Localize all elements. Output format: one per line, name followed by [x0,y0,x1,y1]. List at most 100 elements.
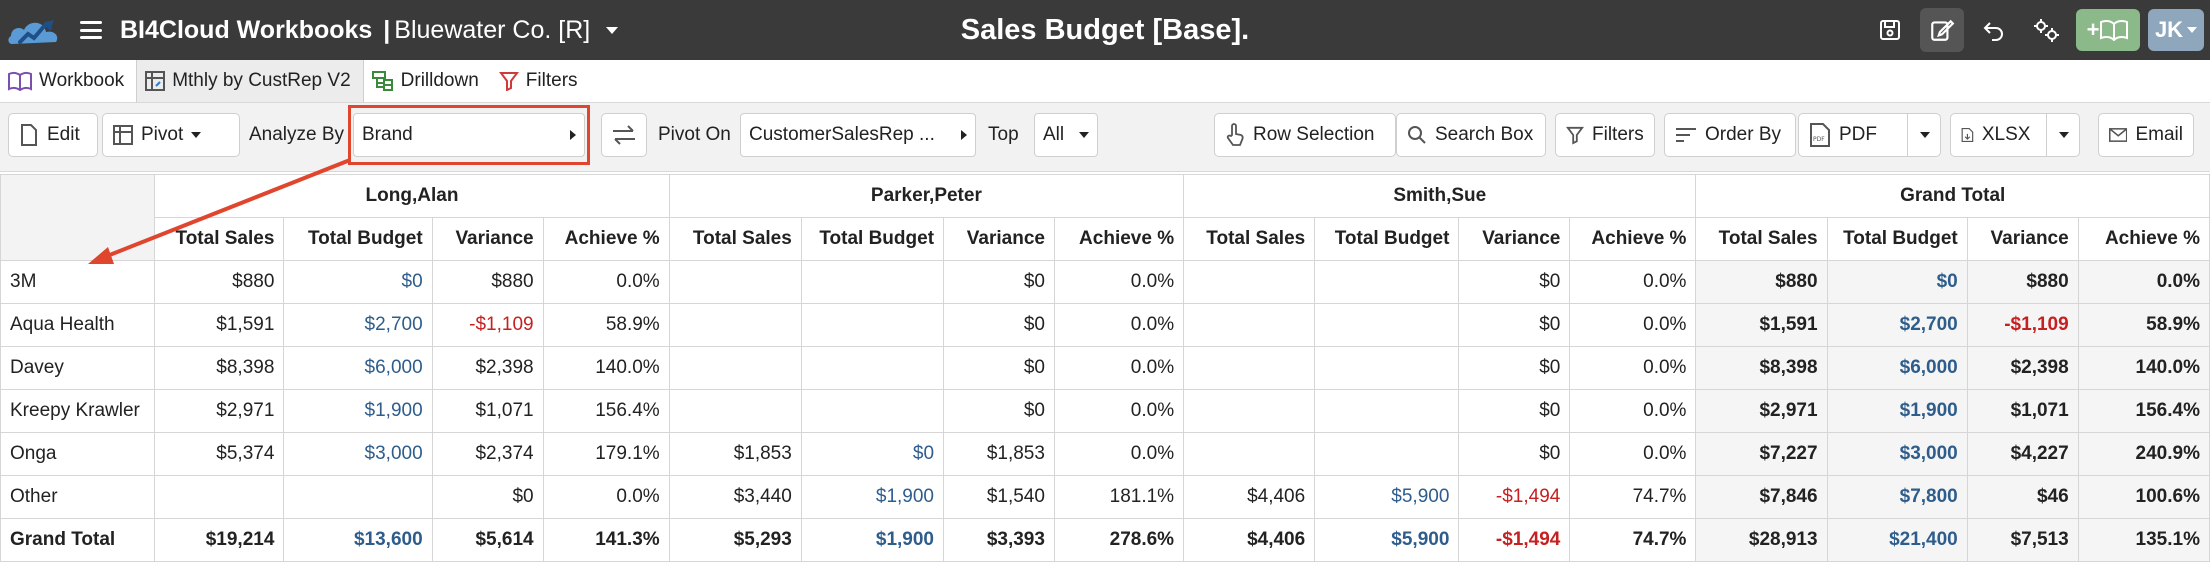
email-button[interactable]: Email [2098,113,2194,157]
column-header-total-sales[interactable]: Total Sales [668,217,802,261]
pivot-button[interactable]: Pivot [102,113,240,157]
app-title: BI4Cloud Workbooks | Bluewater Co. [R] [120,16,590,45]
table-cell [668,260,802,304]
row-selection-label: Row Selection [1253,124,1375,145]
tab-filters[interactable]: Filters [491,60,590,102]
column-header-total-budget[interactable]: Total Budget [800,217,945,261]
row-label[interactable]: Aqua Health [0,303,156,347]
column-header-total-sales[interactable]: Total Sales [1183,217,1316,261]
analyze-by-label: Analyze By [249,124,345,145]
pivot-on-label: Pivot On [658,124,731,145]
analyze-by-select[interactable]: Brand [353,113,585,157]
group-header-long-alan[interactable]: Long,Alan [154,174,670,218]
hamburger-menu-icon[interactable] [80,21,102,39]
swap-pivot-button[interactable] [601,113,647,157]
user-initials: JK [2154,17,2184,42]
table-cell: $13,600 [283,518,433,562]
table-row[interactable]: 3M $880 $0 $880 0.0% $0 0.0% $0 0.0% $880 $0 $880 0.… [0,260,2210,304]
row-label[interactable]: Grand Total [0,518,156,562]
tab-mthly-by-custrep[interactable]: Mthly by CustRep V2 [136,60,364,102]
group-header-grand-total[interactable]: Grand Total [1695,174,2210,218]
table-row[interactable]: Davey $8,398 $6,000 $2,398 140.0% $0 0.0% $0 0.0… [0,346,2210,390]
table-cell: $2,700 [283,303,433,347]
filters-button[interactable]: Filters [1555,113,1655,157]
pdf-export-button[interactable]: PDF PDF [1798,113,1941,157]
table-cell: -$1,494 [1458,475,1571,519]
column-header-variance[interactable]: Variance [1458,217,1571,261]
row-label[interactable]: Kreepy Krawler [0,389,156,433]
column-header-total-budget[interactable]: Total Budget [1314,217,1460,261]
column-header-total-budget[interactable]: Total Budget [1826,217,1968,261]
table-cell: $0 [1458,389,1571,433]
table-cell [283,475,433,519]
table-cell: -$1,494 [1458,518,1571,562]
table-row[interactable]: Onga $5,374 $3,000 $2,374 179.1% $1,853 $0 $1,8… [0,432,2210,476]
undo-icon[interactable] [1972,8,2016,52]
save-icon[interactable] [1868,8,1912,52]
cloud-logo-icon[interactable] [6,8,66,52]
order-by-button[interactable]: Order By [1664,113,1796,157]
row-selection-button[interactable]: Row Selection [1214,113,1396,157]
top-select[interactable]: All [1034,113,1098,157]
table-row[interactable]: Grand Total $19,214 $13,600 $5,614 141.3% $5,… [0,518,2210,562]
column-header-achieve[interactable]: Achieve % [1053,217,1185,261]
row-label[interactable]: 3M [0,260,156,304]
table-row[interactable]: Other $0 0.0% $3,440 $1,900 $1,540 181.1% $4,40… [0,475,2210,519]
table-cell: 74.7% [1569,475,1697,519]
row-label[interactable]: Other [0,475,156,519]
company-dropdown-caret-icon[interactable] [606,26,619,34]
edit-button[interactable]: Edit [8,113,98,157]
column-header-achieve[interactable]: Achieve % [542,217,670,261]
column-header-variance[interactable]: Variance [1966,217,2079,261]
xlsx-download-icon [1961,128,1974,142]
pivot-label: Pivot [141,124,184,145]
column-header-variance[interactable]: Variance [431,217,544,261]
column-header-total-budget[interactable]: Total Budget [283,217,433,261]
add-workbook-button[interactable]: + [2076,9,2140,51]
column-header-total-sales[interactable]: Total Sales [1695,217,1828,261]
pdf-caret-icon[interactable] [1920,132,1930,138]
book-icon [8,71,32,91]
table-cell: -$1,109 [1966,303,2079,347]
table-cell: 0.0% [1053,303,1185,347]
pdf-label: PDF [1839,124,1877,145]
edit-icon[interactable] [1920,8,1964,52]
table-cell: $2,398 [431,346,544,390]
search-box-button[interactable]: Search Box [1396,113,1546,157]
column-header-variance[interactable]: Variance [943,217,1055,261]
table-cell: $4,227 [1966,432,2079,476]
table-cell [800,346,945,390]
tab-label: Drilldown [400,70,479,91]
envelope-icon [2109,128,2128,142]
tab-label: Workbook [39,70,125,91]
table-row[interactable]: Aqua Health $1,591 $2,700 -$1,109 58.9% $0 0.0… [0,303,2210,347]
column-header-achieve[interactable]: Achieve % [2077,217,2210,261]
table-cell: $7,513 [1966,518,2079,562]
row-label[interactable]: Davey [0,346,156,390]
column-header-achieve[interactable]: Achieve % [1569,217,1697,261]
tab-workbook[interactable]: Workbook [0,60,136,102]
user-menu-button[interactable]: JK [2148,9,2204,51]
pivot-grid: Long,Alan Parker,Peter Smith,Sue Grand T… [0,174,2210,562]
table-cell: $0 [800,432,945,476]
table-cell: $1,853 [943,432,1055,476]
table-row[interactable]: Kreepy Krawler $2,971 $1,900 $1,071 156.4% $0… [0,389,2210,433]
table-cell: $1,853 [668,432,802,476]
table-cell [1183,432,1316,476]
group-header-smith-sue[interactable]: Smith,Sue [1183,174,1697,218]
table-cell: 179.1% [542,432,670,476]
group-header-parker-peter[interactable]: Parker,Peter [668,174,1185,218]
column-header-total-sales[interactable]: Total Sales [154,217,285,261]
table-cell [668,389,802,433]
xlsx-caret-icon[interactable] [2059,132,2069,138]
settings-gears-icon[interactable] [2024,8,2068,52]
table-cell: $880 [1695,260,1828,304]
pivot-on-select[interactable]: CustomerSalesRep ... [740,113,976,157]
table-cell: $880 [154,260,285,304]
table-cell: $0 [283,260,433,304]
table-cell: $7,846 [1695,475,1828,519]
tab-drilldown[interactable]: Drilldown [364,60,491,102]
pivot-icon [145,71,166,91]
row-label[interactable]: Onga [0,432,156,476]
xlsx-export-button[interactable]: XLSX [1950,113,2080,157]
